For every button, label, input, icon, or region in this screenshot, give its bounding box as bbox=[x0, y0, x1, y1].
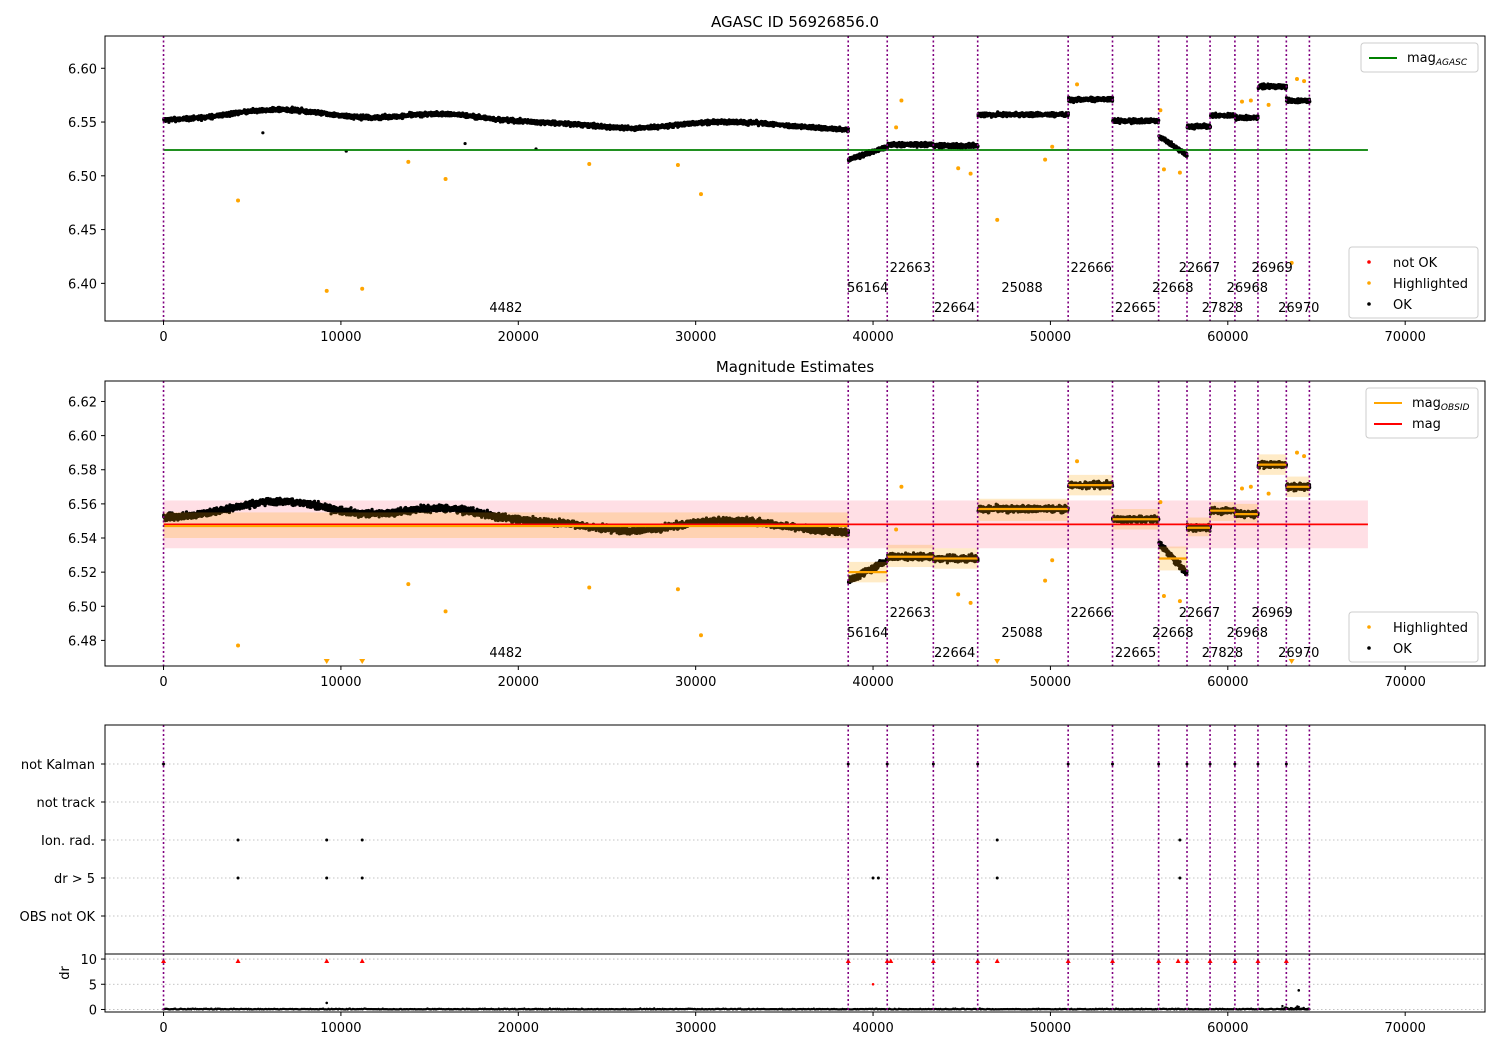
agasc-magnitude-panel: AGASC ID 56926856.0448256164226632266425… bbox=[68, 13, 1486, 345]
chart-title: AGASC ID 56926856.0 bbox=[711, 13, 879, 31]
ok-points bbox=[162, 82, 1312, 163]
